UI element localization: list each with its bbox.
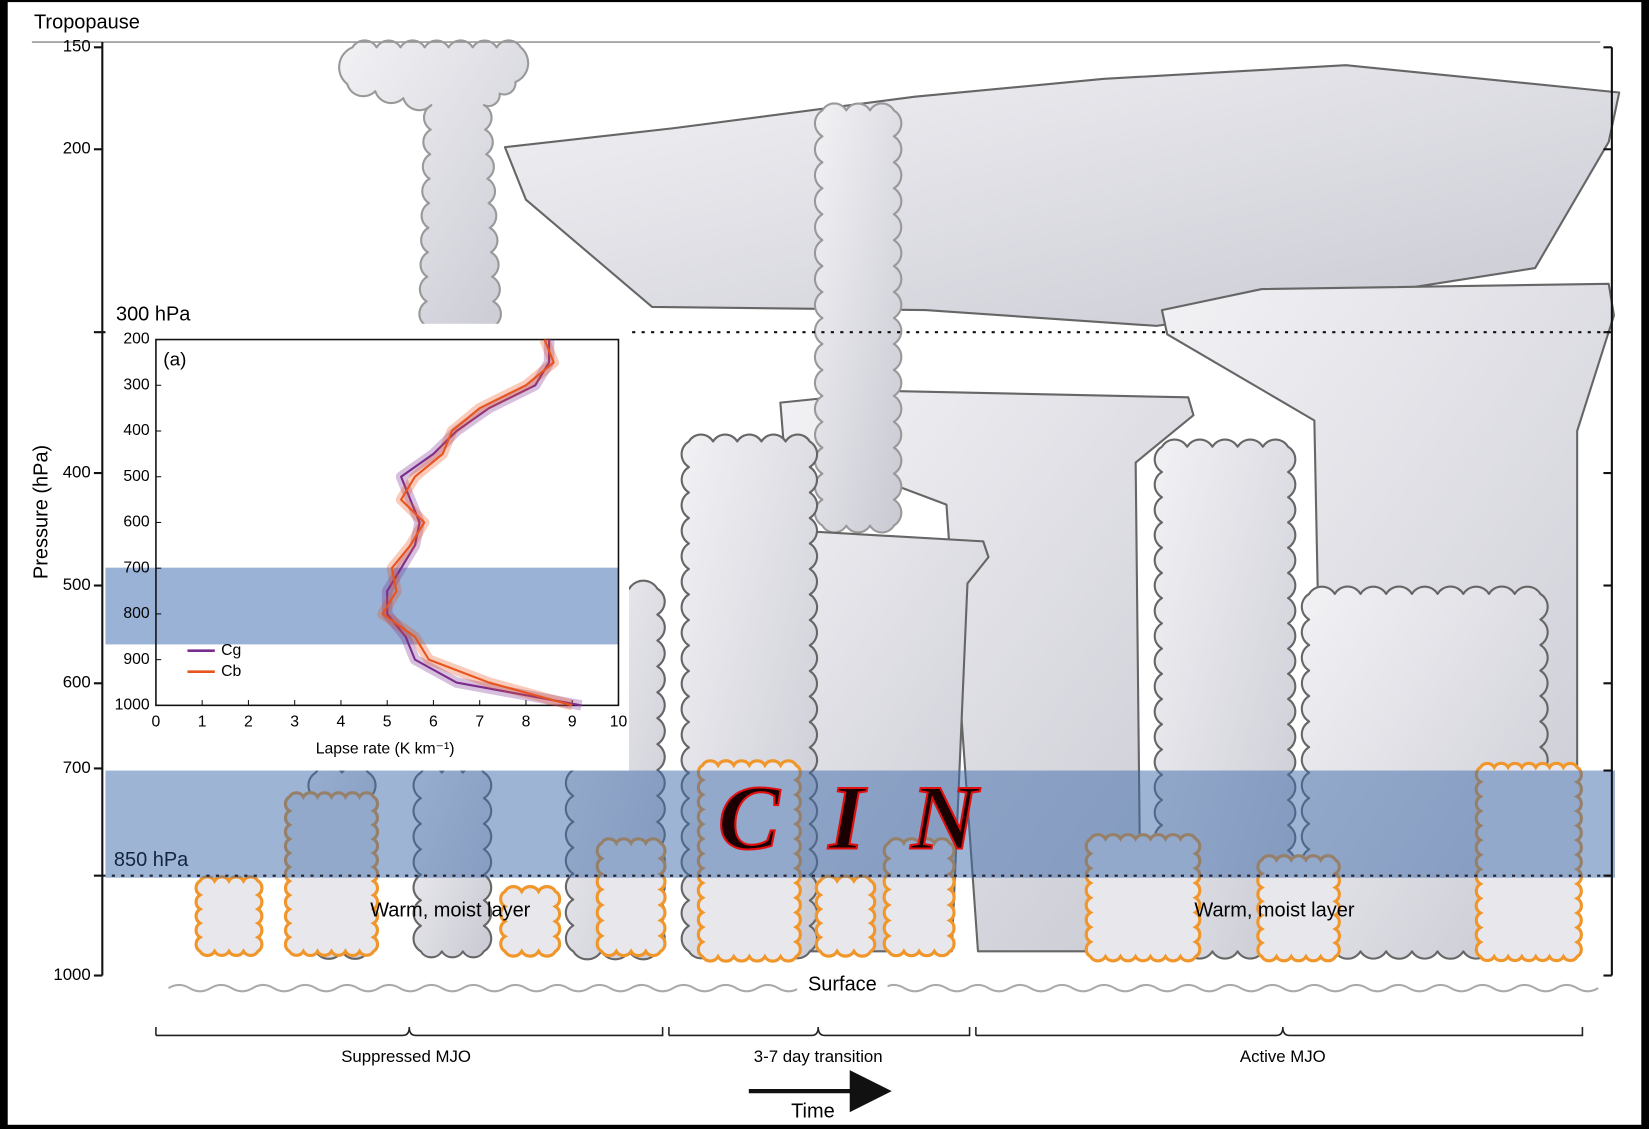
tick-label: 700 [63,758,91,777]
tick-label: 500 [63,575,91,594]
phase-label: Suppressed MJO [341,1047,471,1066]
x-tick-label: 6 [429,713,438,730]
layer-label: Warm, moist layer [370,900,530,922]
tick-label: 400 [63,462,91,481]
x-tick-label: 5 [383,713,392,730]
layer-label: Warm, moist layer [1194,900,1354,922]
level-label: 850 hPa [114,849,189,871]
legend-label: Cb [221,663,241,680]
y-tick-label: 1000 [115,697,150,714]
phase-label: Active MJO [1240,1047,1326,1066]
y-tick-label: 200 [123,331,150,348]
tick-label: 600 [63,673,91,692]
inset-band [105,568,618,645]
x-tick-label: 3 [290,713,299,730]
y-tick-label: 900 [123,651,150,668]
y-tick-label: 700 [123,559,150,576]
figure: Tropopause 300 hPa 850 hPa 1502004005006… [0,0,1649,1129]
x-tick-label: 7 [475,713,484,730]
y-tick-label: 400 [123,422,150,439]
surface-label: Surface [808,973,877,995]
panel-label: (a) [163,350,186,371]
phase-label: 3-7 day transition [754,1047,883,1066]
x-tick-label: 1 [198,713,207,730]
y-tick-label: 800 [123,605,150,622]
tropopause-label: Tropopause [34,11,140,33]
tick-label: 150 [63,37,91,56]
legend-label: Cg [221,642,241,659]
tick-label: 1000 [53,965,90,984]
time-label: Time [791,1100,835,1122]
x-axis-title: Lapse rate (K km⁻¹) [316,741,455,758]
cumulus [196,877,262,956]
x-tick-label: 8 [522,713,531,730]
y-tick-label: 300 [123,376,150,393]
axis-title: Pressure (hPa) [31,445,53,579]
x-tick-label: 2 [244,713,253,730]
tick-label: 200 [63,139,91,158]
cin-letter: N [910,768,981,870]
y-tick-label: 600 [123,514,150,531]
cumulus [816,876,874,956]
x-tick-label: 0 [152,713,161,730]
inset-chart: Lapse rate (K km⁻¹) 0 1 2 3 4 5 6 7 8 9 10 200 300 40… [105,324,629,771]
level-label: 300 hPa [116,304,191,326]
x-tick-label: 4 [337,713,346,730]
cin-letter: C [718,768,781,870]
x-tick-label: 9 [568,713,577,730]
page: { "tropopause": "Tropopause", "pressure_… [0,0,1649,1129]
y-tick-label: 500 [123,468,150,485]
x-tick-label: 10 [610,713,628,730]
cin-letter: I [828,768,868,870]
cloud [815,103,901,532]
